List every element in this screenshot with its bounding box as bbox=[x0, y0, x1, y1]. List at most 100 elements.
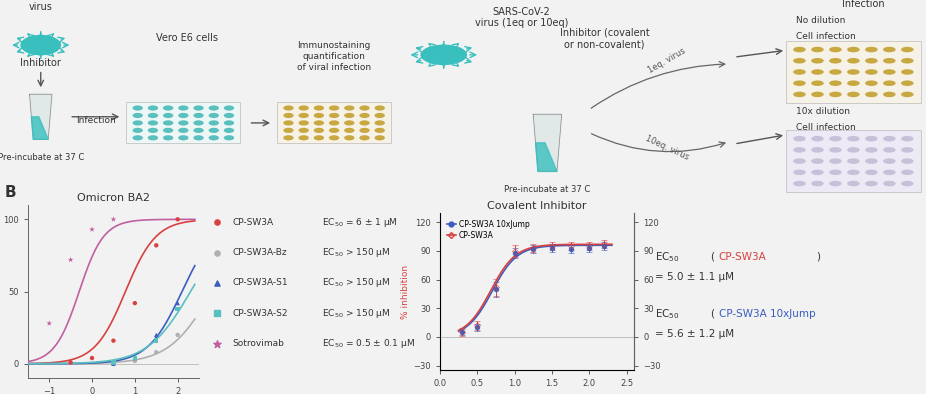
Point bbox=[84, 226, 99, 232]
Circle shape bbox=[883, 92, 895, 97]
Circle shape bbox=[208, 120, 219, 126]
Circle shape bbox=[132, 128, 143, 133]
Circle shape bbox=[847, 69, 859, 75]
Circle shape bbox=[163, 106, 173, 111]
Point bbox=[209, 280, 224, 286]
Circle shape bbox=[420, 45, 467, 65]
Point bbox=[209, 249, 224, 256]
Circle shape bbox=[283, 128, 294, 133]
Point bbox=[63, 359, 78, 366]
Circle shape bbox=[178, 120, 189, 126]
Circle shape bbox=[344, 113, 355, 118]
Text: Vero E6 cells: Vero E6 cells bbox=[156, 33, 219, 43]
Point bbox=[149, 338, 164, 344]
Circle shape bbox=[178, 135, 189, 140]
Circle shape bbox=[901, 181, 914, 186]
Point bbox=[84, 355, 99, 361]
Circle shape bbox=[901, 147, 914, 152]
Text: Pre-incubate at 37 C: Pre-incubate at 37 C bbox=[505, 185, 591, 194]
Circle shape bbox=[329, 106, 339, 111]
Circle shape bbox=[374, 128, 385, 133]
Circle shape bbox=[847, 136, 859, 141]
Circle shape bbox=[148, 135, 158, 140]
Circle shape bbox=[811, 169, 824, 175]
Circle shape bbox=[811, 47, 824, 52]
Circle shape bbox=[329, 128, 339, 133]
Circle shape bbox=[283, 135, 294, 140]
Circle shape bbox=[329, 113, 339, 118]
Text: Inhibitor: Inhibitor bbox=[20, 58, 61, 67]
Text: Inhibitor (covalent
or non-covalent): Inhibitor (covalent or non-covalent) bbox=[559, 28, 649, 49]
Circle shape bbox=[883, 47, 895, 52]
Circle shape bbox=[847, 147, 859, 152]
Circle shape bbox=[865, 92, 878, 97]
Circle shape bbox=[194, 113, 204, 118]
Circle shape bbox=[794, 181, 806, 186]
Y-axis label: % inhibition: % inhibition bbox=[401, 264, 410, 319]
Circle shape bbox=[194, 106, 204, 111]
Circle shape bbox=[178, 106, 189, 111]
Circle shape bbox=[359, 106, 369, 111]
Text: CP-SW3A-S2: CP-SW3A-S2 bbox=[232, 309, 288, 318]
Text: Cell infection: Cell infection bbox=[796, 123, 857, 132]
Circle shape bbox=[283, 113, 294, 118]
Circle shape bbox=[283, 106, 294, 111]
Text: Infection: Infection bbox=[843, 0, 885, 9]
Circle shape bbox=[829, 158, 842, 164]
Circle shape bbox=[829, 136, 842, 141]
Circle shape bbox=[163, 135, 173, 140]
Circle shape bbox=[148, 120, 158, 126]
Polygon shape bbox=[30, 94, 52, 139]
Circle shape bbox=[359, 128, 369, 133]
Circle shape bbox=[224, 135, 234, 140]
Circle shape bbox=[811, 181, 824, 186]
Circle shape bbox=[314, 106, 324, 111]
Text: = 5.6 ± 1.2 μM: = 5.6 ± 1.2 μM bbox=[655, 329, 733, 339]
Legend: CP-SW3A 10xJump, CP-SW3A: CP-SW3A 10xJump, CP-SW3A bbox=[444, 217, 532, 243]
Circle shape bbox=[829, 58, 842, 63]
Point bbox=[106, 216, 120, 223]
Circle shape bbox=[829, 92, 842, 97]
Text: CP-SW3A: CP-SW3A bbox=[232, 218, 273, 227]
Circle shape bbox=[865, 147, 878, 152]
Circle shape bbox=[811, 58, 824, 63]
Point bbox=[149, 349, 164, 355]
Circle shape bbox=[901, 158, 914, 164]
Circle shape bbox=[865, 58, 878, 63]
Point bbox=[170, 216, 185, 223]
Text: Pre-incubate at 37 C: Pre-incubate at 37 C bbox=[0, 153, 84, 162]
Point bbox=[170, 306, 185, 312]
Text: CP-SW3A-S1: CP-SW3A-S1 bbox=[232, 279, 288, 287]
Circle shape bbox=[794, 136, 806, 141]
Circle shape bbox=[794, 47, 806, 52]
Point bbox=[209, 310, 224, 316]
Point bbox=[63, 256, 78, 263]
Text: 10eq. virus: 10eq. virus bbox=[644, 134, 690, 162]
Circle shape bbox=[865, 136, 878, 141]
Text: No dilution: No dilution bbox=[796, 16, 845, 25]
Circle shape bbox=[208, 113, 219, 118]
Circle shape bbox=[374, 113, 385, 118]
Circle shape bbox=[794, 69, 806, 75]
Circle shape bbox=[847, 47, 859, 52]
Text: Infection: Infection bbox=[76, 116, 116, 125]
Circle shape bbox=[811, 69, 824, 75]
Circle shape bbox=[314, 128, 324, 133]
Circle shape bbox=[865, 69, 878, 75]
Circle shape bbox=[132, 113, 143, 118]
Circle shape bbox=[794, 169, 806, 175]
Text: virus: virus bbox=[29, 2, 53, 12]
Circle shape bbox=[811, 147, 824, 152]
Point bbox=[106, 338, 120, 344]
Text: CP-SW3A: CP-SW3A bbox=[719, 252, 767, 262]
Circle shape bbox=[298, 113, 309, 118]
Text: 1eq. virus: 1eq. virus bbox=[646, 46, 687, 75]
Circle shape bbox=[829, 80, 842, 86]
Circle shape bbox=[901, 136, 914, 141]
Circle shape bbox=[132, 120, 143, 126]
Text: EC$_{50}$: EC$_{50}$ bbox=[655, 307, 680, 321]
Circle shape bbox=[794, 92, 806, 97]
Point bbox=[149, 242, 164, 249]
Circle shape bbox=[847, 169, 859, 175]
Circle shape bbox=[224, 106, 234, 111]
